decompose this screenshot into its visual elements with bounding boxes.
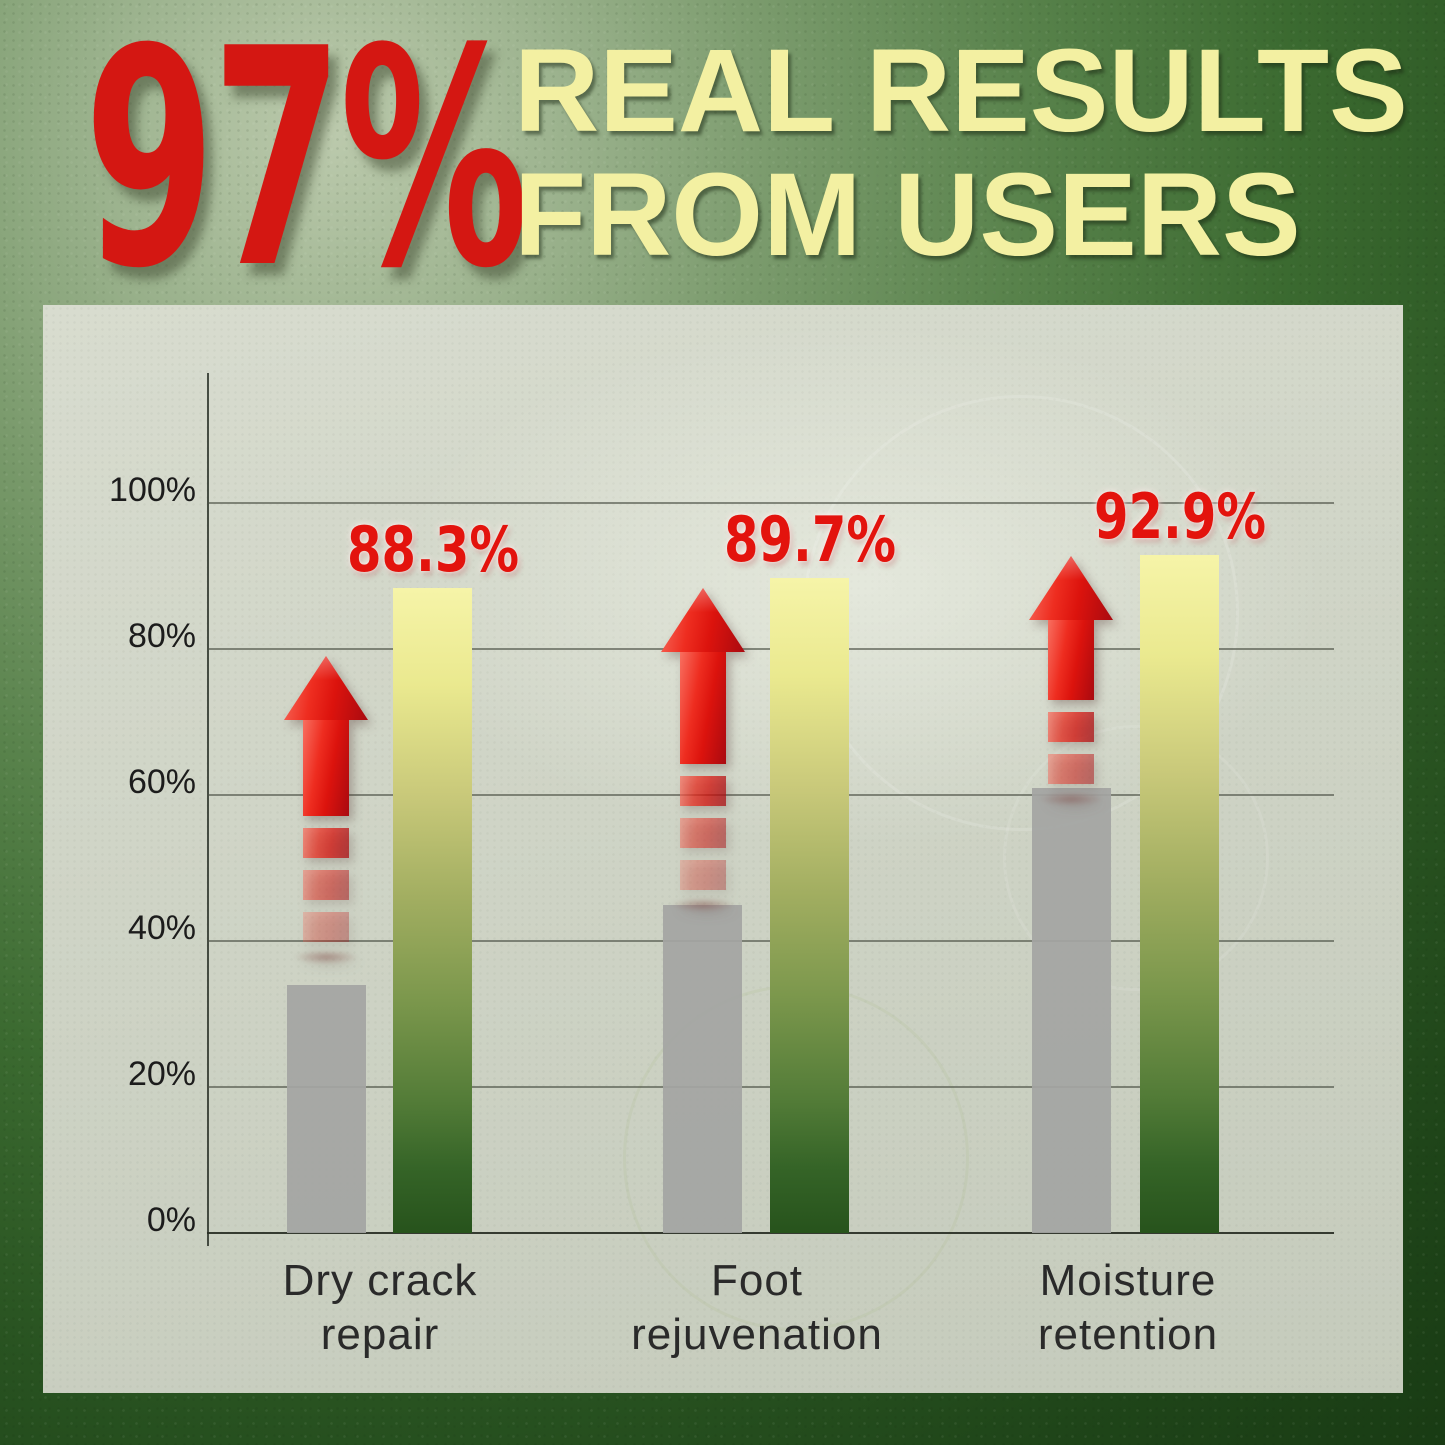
arrow-dash bbox=[1048, 712, 1094, 742]
category-label: Foot rejuvenation bbox=[547, 1254, 967, 1362]
bar-before bbox=[287, 984, 366, 1233]
increase-arrow bbox=[284, 656, 368, 964]
category-label-line: Dry crack bbox=[282, 1256, 478, 1305]
category-label-line: rejuvenation bbox=[631, 1310, 883, 1359]
y-tick-label: 60% bbox=[127, 763, 196, 801]
arrow-dash bbox=[303, 828, 349, 858]
gridline bbox=[207, 1232, 1334, 1234]
headline-line1: REAL RESULTS bbox=[514, 25, 1408, 157]
headline-stat: 97% bbox=[84, 0, 529, 334]
gridline bbox=[207, 502, 1334, 504]
category-label: Moisture retention bbox=[918, 1254, 1338, 1362]
y-tick-label: 100% bbox=[109, 471, 196, 509]
arrow-shadow bbox=[293, 950, 359, 964]
value-label: 88.3% bbox=[346, 513, 519, 587]
arrow-dash bbox=[680, 818, 726, 848]
bar-after bbox=[393, 588, 472, 1233]
arrow-shaft bbox=[303, 720, 349, 816]
value-label: 89.7% bbox=[723, 503, 896, 577]
y-tick-label: 80% bbox=[127, 617, 196, 655]
arrow-shaft bbox=[1048, 620, 1094, 700]
category-label-line: Foot bbox=[710, 1256, 804, 1305]
headline-line2: FROM USERS bbox=[514, 149, 1301, 281]
y-tick-label: 20% bbox=[127, 1055, 196, 1093]
arrow-dash bbox=[680, 860, 726, 890]
category-label: Dry crack repair bbox=[170, 1254, 590, 1362]
category-label-line: retention bbox=[1037, 1310, 1219, 1359]
arrow-shaft bbox=[680, 652, 726, 764]
increase-arrow bbox=[1029, 556, 1113, 806]
bar-after bbox=[770, 578, 849, 1233]
arrow-head-icon bbox=[1029, 556, 1113, 620]
category-label-line: Moisture bbox=[1039, 1256, 1217, 1305]
bar-before bbox=[1032, 787, 1111, 1233]
bar-before bbox=[663, 904, 742, 1233]
arrow-dash bbox=[303, 870, 349, 900]
arrow-head-icon bbox=[661, 588, 745, 652]
y-tick-label: 40% bbox=[127, 909, 196, 947]
increase-arrow bbox=[661, 588, 745, 912]
arrow-dash bbox=[680, 776, 726, 806]
category-label-line: repair bbox=[320, 1310, 440, 1359]
arrow-head-icon bbox=[284, 656, 368, 720]
arrow-dash bbox=[1048, 754, 1094, 784]
bar-after bbox=[1140, 554, 1219, 1233]
arrow-shadow bbox=[670, 898, 736, 912]
watermark-circle bbox=[1003, 725, 1269, 991]
y-axis-line bbox=[207, 373, 209, 1246]
y-tick-label: 0% bbox=[146, 1201, 196, 1239]
arrow-shadow bbox=[1038, 792, 1104, 806]
arrow-dash bbox=[303, 912, 349, 942]
value-label: 92.9% bbox=[1093, 479, 1266, 553]
